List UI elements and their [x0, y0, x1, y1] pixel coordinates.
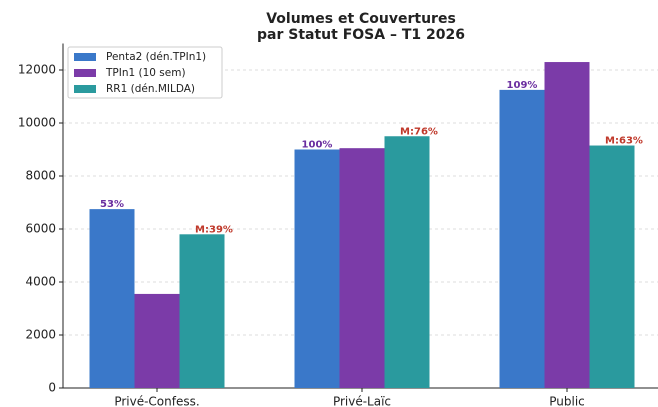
y-tick-label: 4000 — [25, 275, 56, 289]
legend-label: TPIn1 (10 sem) — [105, 67, 186, 79]
bar — [134, 293, 180, 388]
coverage-label: 109% — [507, 80, 538, 91]
chart-title: Volumes et Couvertures — [266, 11, 456, 27]
malaria-label: M:76% — [400, 126, 438, 137]
y-tick-label: 0 — [48, 381, 56, 395]
legend-box — [67, 46, 223, 99]
bar — [544, 62, 590, 389]
bar — [89, 209, 135, 388]
legend-swatch — [74, 85, 96, 93]
malaria-label: M:39% — [195, 224, 233, 235]
x-tick-label: Privé-Laïc — [333, 395, 391, 407]
y-tick-label: 10000 — [18, 116, 56, 130]
legend-label: RR1 (dén.MILDA) — [106, 83, 195, 95]
coverage-label: 53% — [100, 199, 124, 210]
bar — [589, 145, 635, 388]
bar — [499, 89, 545, 388]
coverage-label: 100% — [302, 140, 333, 151]
legend-swatch — [74, 69, 96, 77]
chart-title: par Statut FOSA – T1 2026 — [257, 27, 465, 43]
x-tick-label: Privé-Confess. — [114, 395, 199, 407]
bar — [384, 136, 430, 388]
y-tick-label: 12000 — [18, 63, 56, 77]
legend-label: Penta2 (dén.TPIn1) — [106, 51, 206, 63]
y-tick-label: 2000 — [25, 328, 56, 342]
bar — [294, 149, 340, 388]
y-tick-label: 8000 — [25, 169, 56, 183]
x-tick-label: Public — [549, 395, 585, 407]
legend-swatch — [74, 53, 96, 61]
bar — [179, 234, 225, 388]
bar — [339, 148, 385, 388]
malaria-label: M:63% — [605, 136, 643, 147]
y-tick-label: 6000 — [25, 222, 56, 236]
